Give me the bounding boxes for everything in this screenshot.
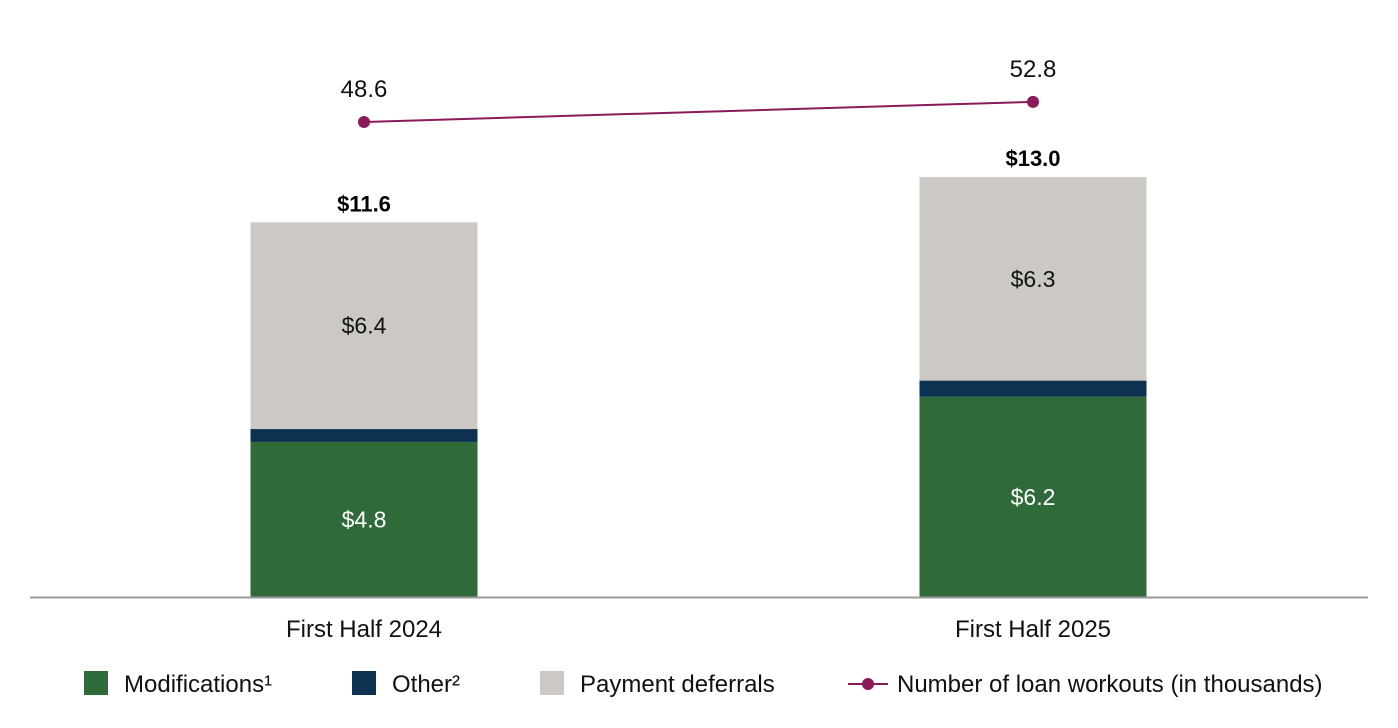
segment-value-label: $4.8 bbox=[342, 506, 387, 532]
legend-swatch-modifications bbox=[84, 671, 108, 695]
legend: Modifications¹ Other² Payment deferrals … bbox=[84, 671, 1323, 698]
legend-item-payment-deferrals: Payment deferrals bbox=[540, 671, 775, 698]
bar-segment-payment-deferrals-1 bbox=[250, 222, 478, 430]
loan-workouts-line bbox=[363, 100, 1034, 123]
bars-layer bbox=[250, 177, 1147, 597]
bar-segment-other-2 bbox=[919, 380, 1147, 397]
legend-item-other: Other² bbox=[352, 671, 460, 698]
legend-label-loan-workouts: Number of loan workouts (in thousands) bbox=[897, 671, 1323, 698]
legend-dot-marker bbox=[862, 678, 874, 690]
legend-item-loan-workouts: Number of loan workouts (in thousands) bbox=[848, 671, 1323, 698]
labels-layer: $4.8 $6.4 $11.6 $6.2 $6.3 $13.0 bbox=[337, 146, 1060, 532]
line-series-layer: 48.6 52.8 bbox=[341, 56, 1057, 128]
bar-total-label: $13.0 bbox=[1005, 146, 1060, 171]
legend-label-modifications: Modifications¹ bbox=[124, 671, 272, 698]
x-tick-labels: First Half 2024 First Half 2025 bbox=[286, 616, 1111, 643]
segment-value-label: $6.3 bbox=[1011, 266, 1056, 292]
bar-segment-modifications-1 bbox=[250, 441, 478, 597]
bar-segment-modifications-2 bbox=[919, 396, 1147, 597]
x-tick-label: First Half 2025 bbox=[955, 616, 1111, 643]
loan-workouts-value-label: 52.8 bbox=[1010, 56, 1057, 83]
bar-segment-other-1 bbox=[250, 429, 478, 442]
bar-segment-payment-deferrals-2 bbox=[919, 177, 1147, 381]
legend-swatch-other bbox=[352, 671, 376, 695]
bar-total-label: $11.6 bbox=[337, 191, 391, 216]
segment-value-label: $6.2 bbox=[1011, 484, 1056, 510]
segment-value-label: $6.4 bbox=[342, 313, 387, 339]
loan-workouts-point bbox=[358, 116, 370, 128]
legend-label-payment-deferrals: Payment deferrals bbox=[580, 671, 775, 698]
legend-label-other: Other² bbox=[392, 671, 460, 698]
loan-workouts-value-label: 48.6 bbox=[341, 76, 388, 103]
loan-workouts-point bbox=[1027, 95, 1039, 108]
legend-item-modifications: Modifications¹ bbox=[84, 671, 272, 698]
legend-swatch-payment-deferrals bbox=[540, 671, 564, 695]
x-tick-label: First Half 2024 bbox=[286, 616, 442, 643]
